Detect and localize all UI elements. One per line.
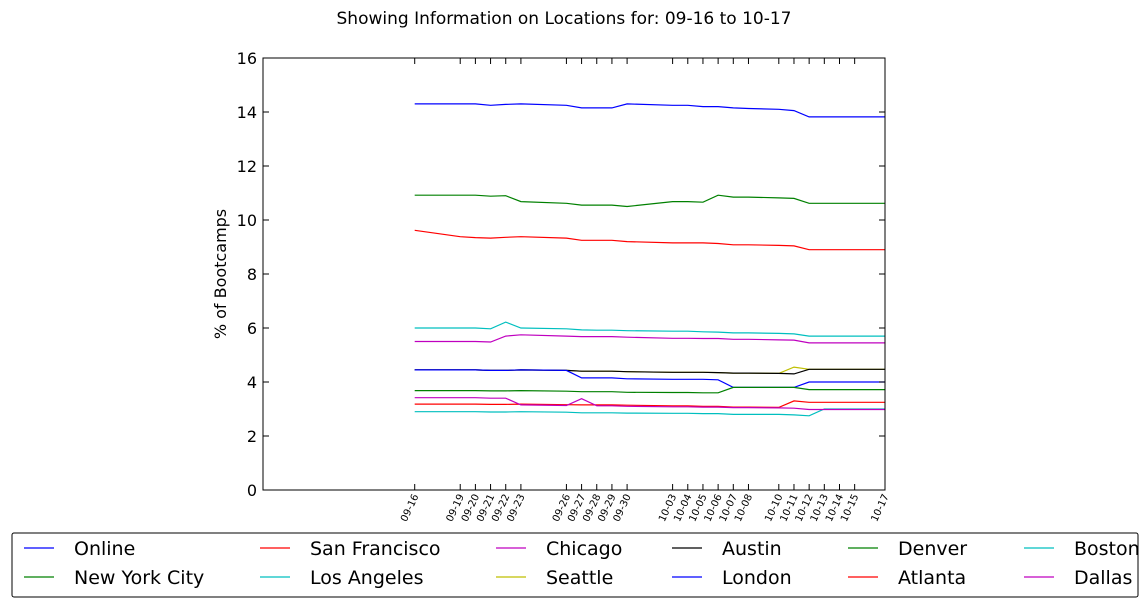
series-line-atlanta bbox=[414, 400, 885, 409]
y-tick-label: 10 bbox=[237, 211, 257, 230]
y-tick-label: 16 bbox=[237, 49, 257, 68]
series-line-chicago bbox=[414, 334, 885, 344]
chart-title: Showing Information on Locations for: 09… bbox=[337, 9, 792, 29]
y-tick-label: 14 bbox=[237, 103, 257, 122]
y-tick-label: 0 bbox=[247, 481, 257, 500]
legend-frame bbox=[11, 532, 1139, 598]
series-line-los-angeles bbox=[414, 321, 885, 337]
legend-entry: Online bbox=[74, 538, 135, 560]
legend-entry: New York City bbox=[74, 567, 204, 589]
series-line-denver bbox=[414, 386, 885, 394]
series-line-san-francisco bbox=[414, 229, 885, 251]
x-tick-label: 09-16 bbox=[399, 493, 421, 524]
legend: Online New York City San Francisco Los Ange… bbox=[11, 532, 1140, 598]
legend-entry: Denver bbox=[898, 538, 967, 560]
legend-entry: Chicago bbox=[546, 538, 622, 560]
y-tick-label: 2 bbox=[247, 427, 257, 446]
series-line-new-york-city bbox=[414, 194, 885, 208]
y-axis: 0 2 4 6 8 10 12 14 16 bbox=[237, 49, 885, 500]
series-line-london bbox=[414, 369, 885, 388]
legend-entry: Boston bbox=[1074, 538, 1140, 560]
legend-entry: Atlanta bbox=[898, 567, 966, 589]
series-line-boston bbox=[414, 408, 885, 417]
y-tick-label: 12 bbox=[237, 157, 257, 176]
series-line-online bbox=[414, 103, 885, 118]
legend-entry: Los Angeles bbox=[310, 567, 423, 589]
legend-entry: Austin bbox=[722, 538, 782, 560]
legend-entry: San Francisco bbox=[310, 538, 441, 560]
y-tick-label: 6 bbox=[247, 319, 257, 338]
y-axis-label: % of Bootcamps bbox=[211, 209, 230, 339]
x-tick-label: 10-17 bbox=[869, 493, 891, 524]
y-tick-label: 8 bbox=[247, 265, 257, 284]
plot-frame bbox=[262, 57, 886, 491]
series-line-dallas bbox=[414, 397, 885, 411]
legend-entry: Seattle bbox=[546, 567, 613, 589]
plot-lines bbox=[414, 103, 885, 417]
y-tick-label: 4 bbox=[247, 373, 257, 392]
legend-entry: London bbox=[722, 567, 792, 589]
legend-entry: Dallas bbox=[1074, 567, 1132, 589]
